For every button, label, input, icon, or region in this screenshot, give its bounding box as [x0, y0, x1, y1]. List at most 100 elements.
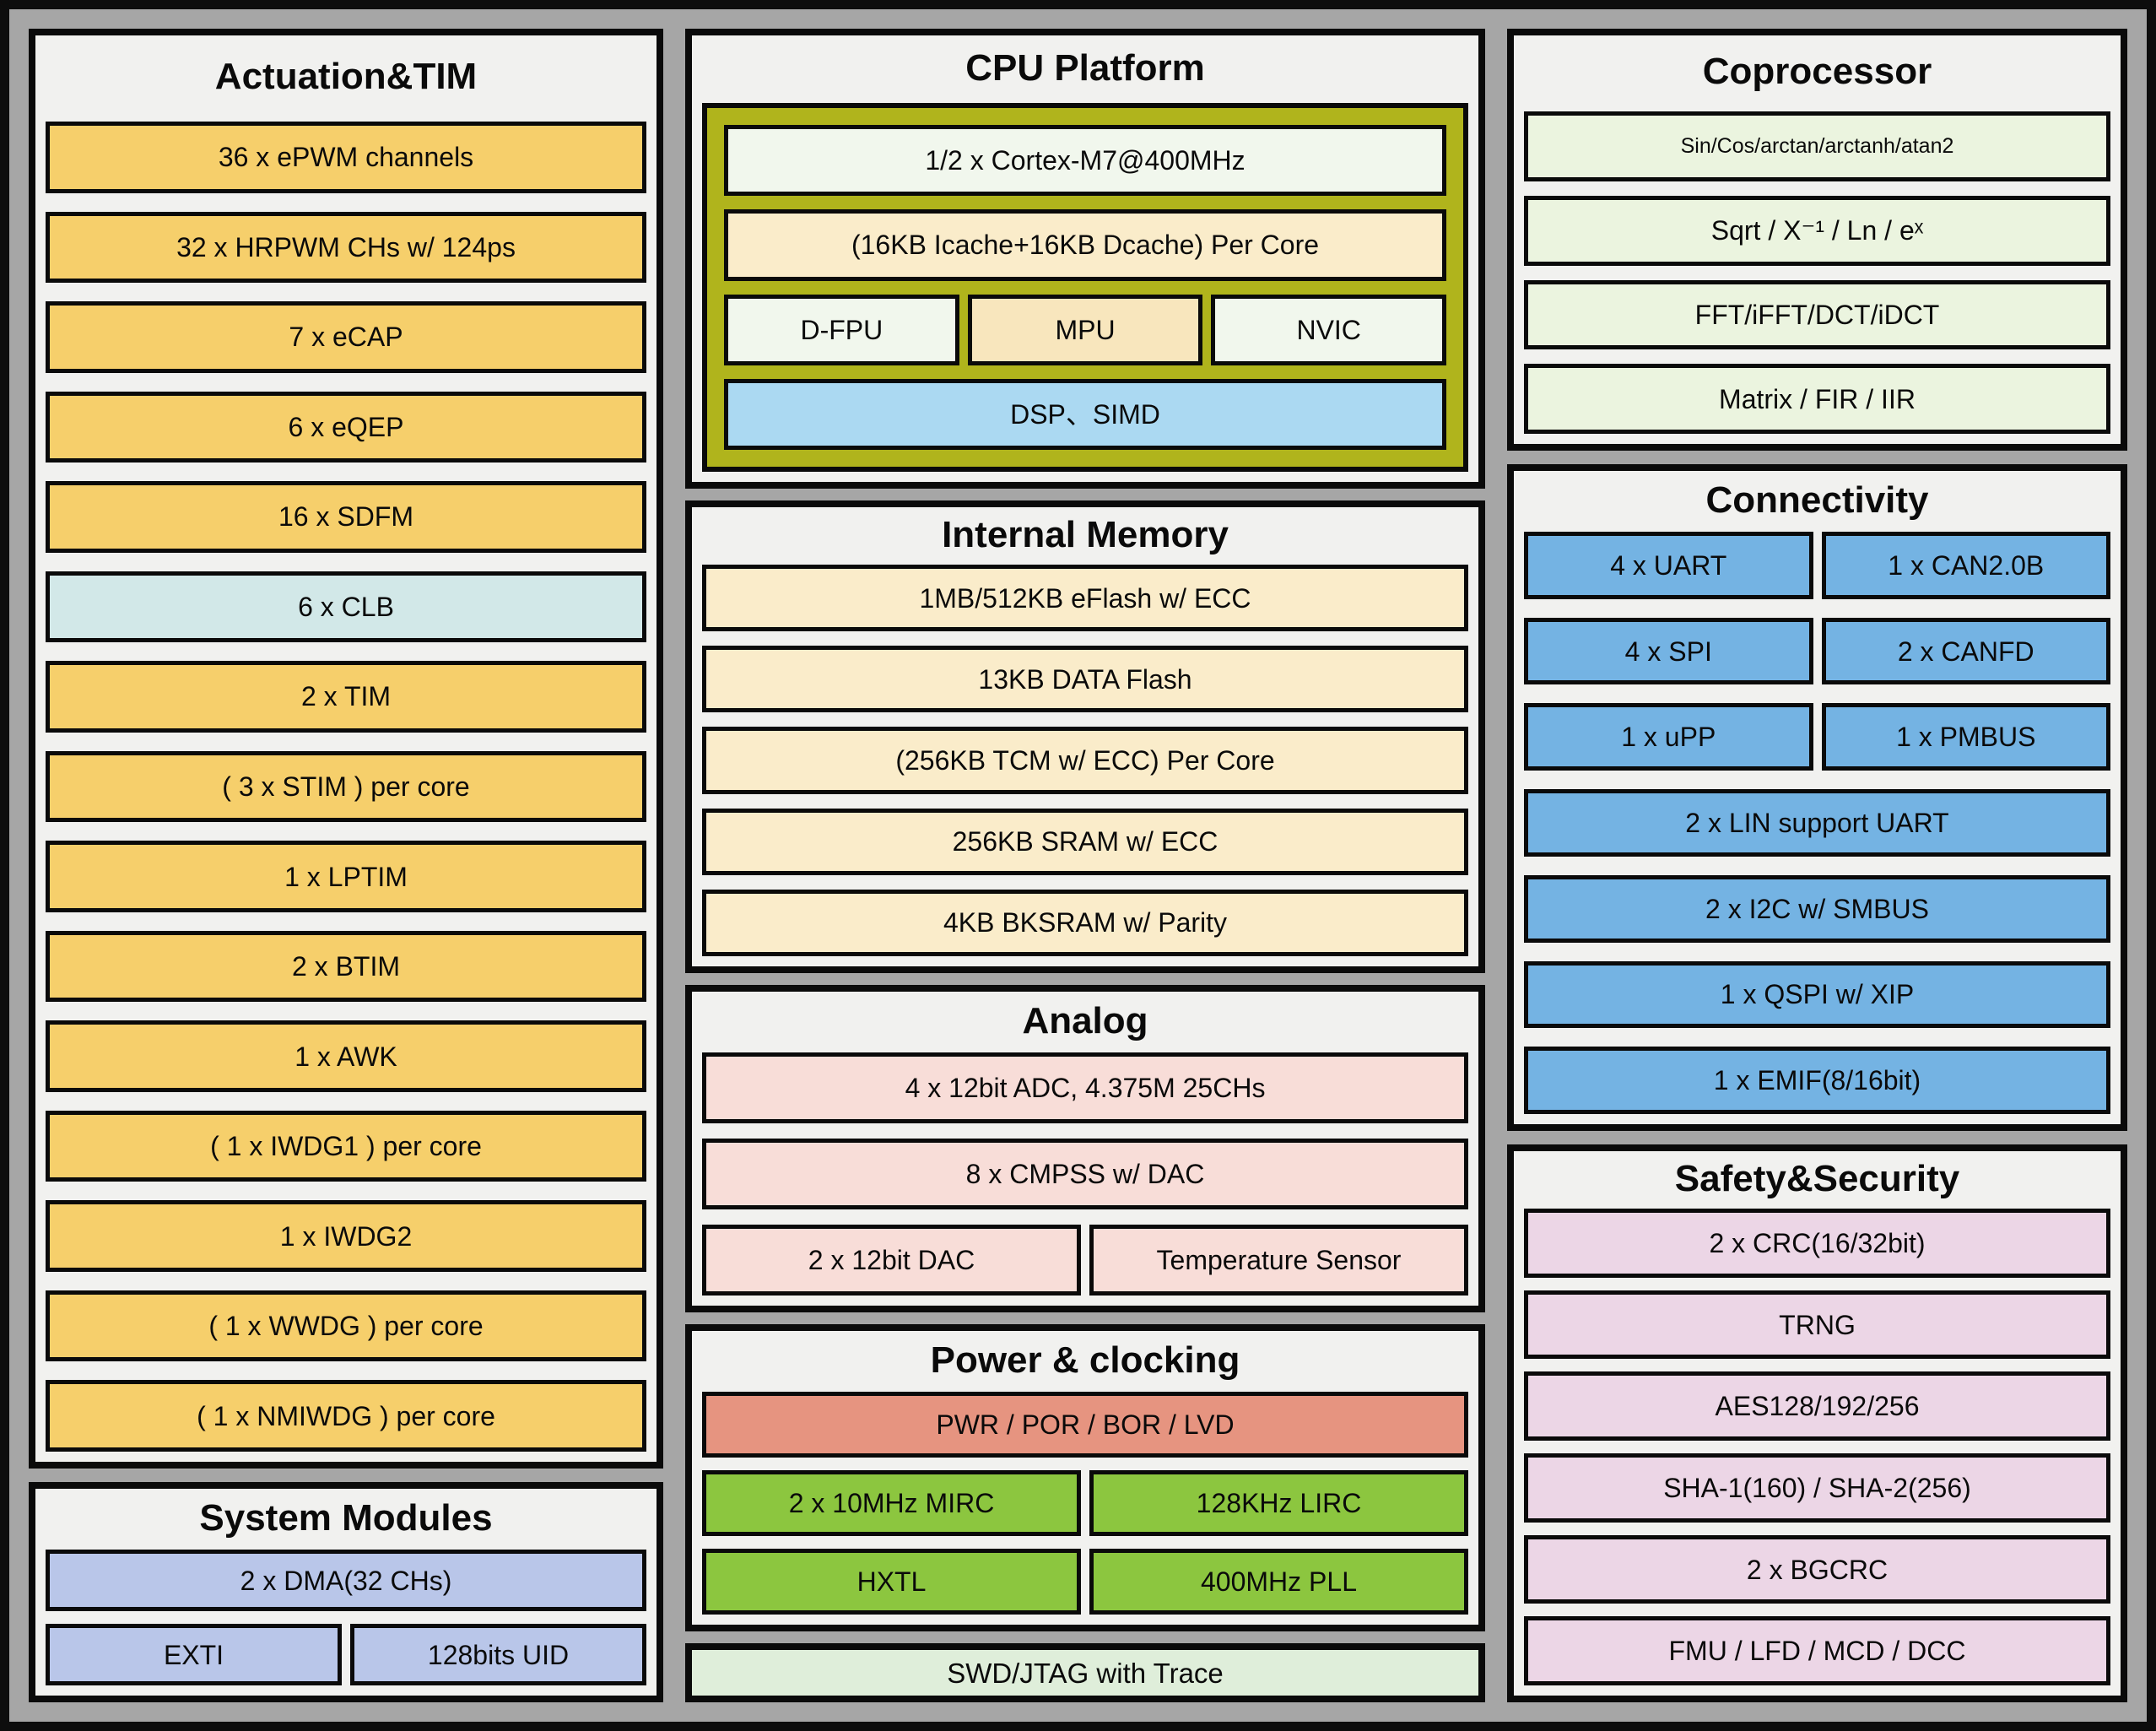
block: 2 x LIN support UART [1524, 789, 2110, 857]
block-row: SHA-1(160) / SHA-2(256) [1524, 1453, 2110, 1523]
block: 2 x TIM [46, 661, 646, 733]
block: TRNG [1524, 1290, 2110, 1360]
block: 2 x CRC(16/32bit) [1524, 1209, 2110, 1278]
block: 1 x EMIF(8/16bit) [1524, 1047, 2110, 1115]
block-row: 1 x IWDG2 [46, 1200, 646, 1272]
block-list: PWR / POR / BOR / LVD 2 x 10MHz MIRC 128KH… [702, 1392, 1468, 1615]
block: 8 x CMPSS w/ DAC [702, 1139, 1468, 1209]
block: (16KB Icache+16KB Dcache) Per Core [724, 209, 1446, 281]
block: AES128/192/256 [1524, 1371, 2110, 1442]
block-list: 2 x DMA(32 CHs) EXTI 128bits UID [46, 1550, 646, 1685]
block-row: 8 x CMPSS w/ DAC [702, 1139, 1468, 1209]
block-row: 36 x ePWM channels [46, 122, 646, 193]
panel-title: Safety&Security [1674, 1158, 1960, 1199]
block-row: (16KB Icache+16KB Dcache) Per Core [724, 209, 1446, 281]
panel-power-clocking: Power & clocking PWR / POR / BOR / LVD 2 … [685, 1324, 1485, 1631]
block: EXTI [46, 1624, 342, 1685]
block: 256KB SRAM w/ ECC [702, 808, 1468, 875]
block: 1 x IWDG2 [46, 1200, 646, 1272]
block: 2 x BGCRC [1524, 1534, 2110, 1604]
block-row: D-FPU MPU NVIC [724, 294, 1447, 365]
block-row: 1 x LPTIM [46, 841, 646, 912]
block: 1 x LPTIM [46, 841, 646, 912]
block: 4 x UART [1524, 532, 1813, 599]
block-row: 1 x uPP 1 x PMBUS [1524, 703, 2110, 771]
block: FFT/iFFT/DCT/iDCT [1524, 279, 2110, 350]
block-row: Sin/Cos/arctan/arctanh/atan2 [1524, 111, 2110, 181]
block: 1 x CAN2.0B [1821, 532, 2110, 599]
block-row: 1 x AWK [46, 1020, 646, 1092]
block: D-FPU [724, 294, 959, 365]
block-row: FFT/iFFT/DCT/iDCT [1524, 279, 2110, 350]
block-row: 2 x 10MHz MIRC 128KHz LIRC [702, 1470, 1468, 1536]
block: 1 x PMBUS [1821, 703, 2110, 771]
block-list: Sin/Cos/arctan/arctanh/atan2 Sqrt / X⁻¹ /… [1524, 111, 2110, 434]
block-row: ( 1 x IWDG1 ) per core [46, 1110, 646, 1182]
cpu-core-container: 1/2 x Cortex-M7@400MHz (16KB Icache+16KB … [702, 103, 1468, 472]
block: PWR / POR / BOR / LVD [702, 1392, 1468, 1458]
block: Temperature Sensor [1089, 1225, 1468, 1296]
block-list: 4 x 12bit ADC, 4.375M 25CHs 8 x CMPSS w/ … [702, 1052, 1468, 1296]
block-row: Matrix / FIR / IIR [1524, 364, 2110, 434]
block: 6 x eQEP [46, 391, 646, 463]
panel-actuation-tim: Actuation&TIM 36 x ePWM channels 32 x HRP… [29, 29, 663, 1469]
block-list: 1/2 x Cortex-M7@400MHz (16KB Icache+16KB … [724, 125, 1447, 450]
block: DSP、SIMD [724, 378, 1446, 450]
block: 4 x SPI [1524, 617, 1813, 685]
block: 1MB/512KB eFlash w/ ECC [702, 565, 1468, 632]
block-row: 2 x DMA(32 CHs) [46, 1550, 646, 1611]
diagram-columns: Actuation&TIM 36 x ePWM channels 32 x HRP… [29, 29, 2127, 1702]
block: ( 1 x IWDG1 ) per core [46, 1110, 646, 1182]
block: (256KB TCM w/ ECC) Per Core [702, 727, 1468, 794]
block: 2 x 12bit DAC [702, 1225, 1081, 1296]
block: MPU [967, 294, 1203, 365]
block-row: 256KB SRAM w/ ECC [702, 808, 1468, 875]
block-row: 7 x eCAP [46, 301, 646, 373]
block-row: 2 x BTIM [46, 930, 646, 1003]
panel-cpu-platform: CPU Platform 1/2 x Cortex-M7@400MHz (16KB… [685, 29, 1485, 489]
block: 1 x AWK [46, 1020, 646, 1092]
block: Matrix / FIR / IIR [1524, 364, 2110, 434]
block-row: TRNG [1524, 1290, 2110, 1360]
block: 2 x I2C w/ SMBUS [1524, 874, 2110, 943]
panel-system-modules: System Modules 2 x DMA(32 CHs) EXTI 128bit… [29, 1482, 663, 1702]
block: SWD/JTAG with Trace [685, 1643, 1485, 1702]
block: ( 1 x NMIWDG ) per core [46, 1380, 646, 1452]
block-row: AES128/192/256 [1524, 1371, 2110, 1442]
block-row: HXTL 400MHz PLL [702, 1549, 1468, 1615]
block: 400MHz PLL [1089, 1549, 1468, 1615]
block: FMU / LFD / MCD / DCC [1524, 1616, 2110, 1686]
block: 4 x 12bit ADC, 4.375M 25CHs [702, 1052, 1468, 1123]
block-row: 2 x CRC(16/32bit) [1524, 1209, 2110, 1278]
column-middle: CPU Platform 1/2 x Cortex-M7@400MHz (16KB… [685, 29, 1485, 1702]
panel-analog: Analog 4 x 12bit ADC, 4.375M 25CHs 8 x CM… [685, 985, 1485, 1312]
block-row: EXTI 128bits UID [46, 1624, 646, 1685]
block-row: 2 x I2C w/ SMBUS [1524, 874, 2110, 943]
block-row: 16 x SDFM [46, 481, 646, 553]
block-row: Sqrt / X⁻¹ / Ln / eˣ [1524, 195, 2110, 266]
block-row: ( 1 x NMIWDG ) per core [46, 1380, 646, 1452]
block: 16 x SDFM [46, 481, 646, 553]
block: NVIC [1211, 294, 1447, 365]
block-row: FMU / LFD / MCD / DCC [1524, 1616, 2110, 1686]
block: Sin/Cos/arctan/arctanh/atan2 [1524, 111, 2110, 181]
column-right: Coprocessor Sin/Cos/arctan/arctanh/atan2… [1507, 29, 2127, 1702]
panel-title: Analog [1022, 1000, 1148, 1041]
panel-title: Coprocessor [1702, 51, 1932, 92]
diagram-background: Actuation&TIM 36 x ePWM channels 32 x HRP… [9, 9, 2147, 1722]
block-list: SWD/JTAG with Trace [685, 1643, 1485, 1702]
block-row: 4 x 12bit ADC, 4.375M 25CHs [702, 1052, 1468, 1123]
block-row: 6 x CLB [46, 571, 646, 643]
block: ( 1 x WWDG ) per core [46, 1290, 646, 1362]
block: SHA-1(160) / SHA-2(256) [1524, 1453, 2110, 1523]
block-row: 2 x LIN support UART [1524, 789, 2110, 857]
block-row: 4KB BKSRAM w/ Parity [702, 889, 1468, 957]
block: 36 x ePWM channels [46, 122, 646, 193]
block-row: PWR / POR / BOR / LVD [702, 1392, 1468, 1458]
panel-title: Internal Memory [942, 514, 1229, 555]
panel-title: Power & clocking [930, 1339, 1240, 1381]
block: 32 x HRPWM CHs w/ 124ps [46, 211, 646, 284]
panel-title: Connectivity [1705, 479, 1929, 521]
block-row: ( 1 x WWDG ) per core [46, 1290, 646, 1362]
block: 2 x BTIM [46, 930, 646, 1003]
